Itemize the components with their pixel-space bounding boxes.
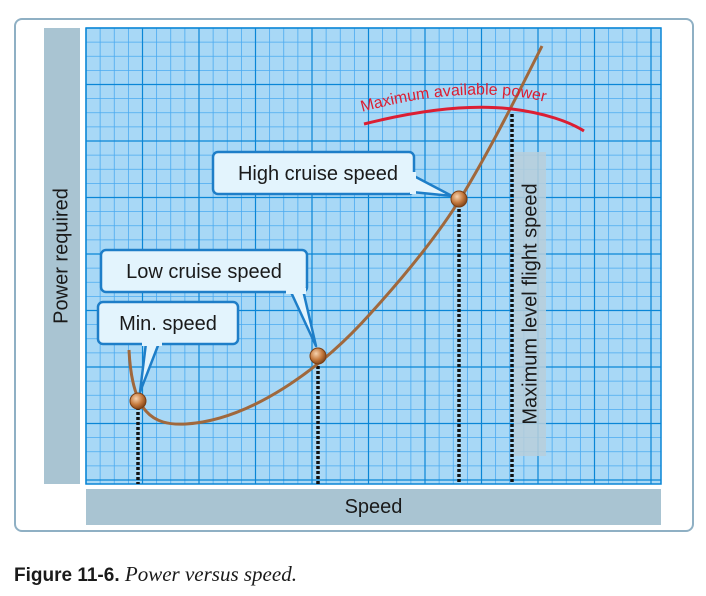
min-speed-callout xyxy=(96,300,240,346)
figure-caption: Figure 11-6. Power versus speed. xyxy=(14,562,297,587)
plot-border xyxy=(85,27,662,485)
low-cruise-callout xyxy=(99,248,309,294)
high-cruise-marker xyxy=(450,190,468,208)
low-cruise-callout-text: Low cruise speed xyxy=(126,261,282,283)
caption-label: Figure 11-6. xyxy=(14,565,120,586)
min-speed-callout-text: Min. speed xyxy=(119,313,217,335)
max-level-speed-label: Maximum level flight speed xyxy=(519,183,541,424)
x-axis-label: Speed xyxy=(344,496,403,518)
x-axis-label-bar: Speed xyxy=(86,489,661,525)
caption-text: Power versus speed. xyxy=(124,562,297,586)
power-required-curve xyxy=(127,45,544,426)
min-speed-marker xyxy=(129,392,147,410)
power-available-curve xyxy=(363,105,585,133)
max-level-speed-label-box xyxy=(514,152,546,456)
y-axis-label-bar xyxy=(44,28,80,484)
high-cruise-callout-text: High cruise speed xyxy=(238,163,398,185)
low-cruise-marker xyxy=(309,347,327,365)
